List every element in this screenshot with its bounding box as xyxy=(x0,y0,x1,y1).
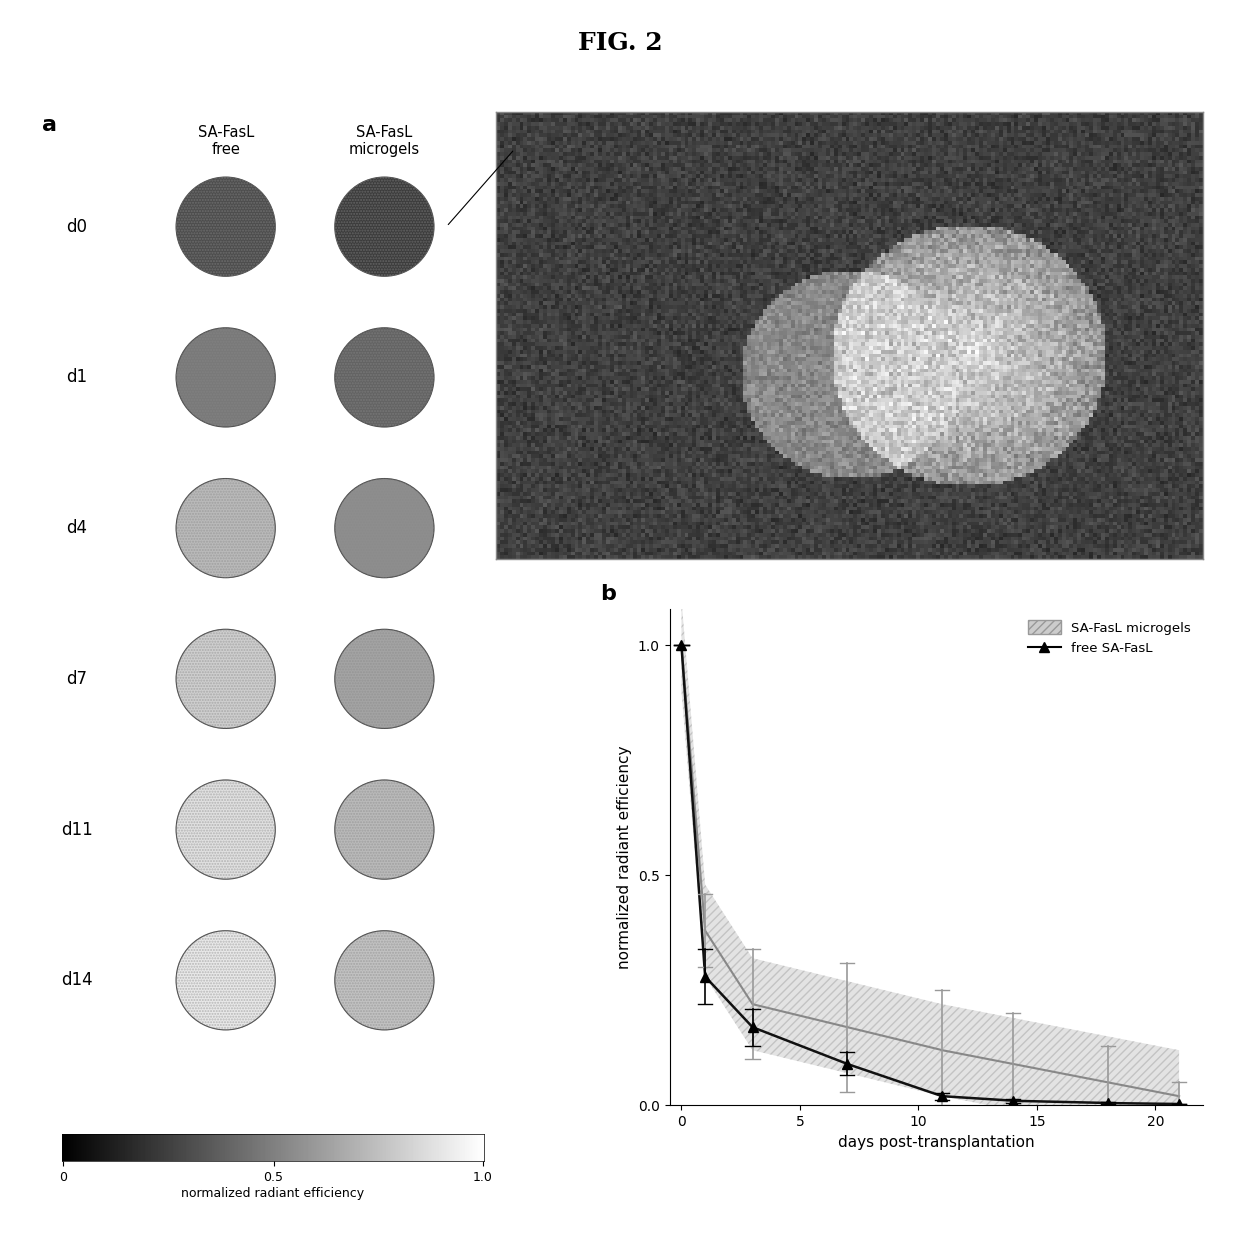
Text: d7: d7 xyxy=(67,669,87,688)
Text: FIG. 2: FIG. 2 xyxy=(578,31,662,55)
Legend: SA-FasL microgels, free SA-FasL: SA-FasL microgels, free SA-FasL xyxy=(1022,615,1197,661)
Ellipse shape xyxy=(176,930,275,1030)
Y-axis label: normalized radiant efficiency: normalized radiant efficiency xyxy=(618,745,632,969)
Ellipse shape xyxy=(335,930,434,1030)
X-axis label: days post-transplantation: days post-transplantation xyxy=(838,1135,1034,1150)
Text: a: a xyxy=(42,114,57,134)
Text: SA-FasL
microgels: SA-FasL microgels xyxy=(348,125,420,158)
Ellipse shape xyxy=(176,780,275,879)
Text: d11: d11 xyxy=(61,821,93,838)
Ellipse shape xyxy=(176,178,275,276)
Text: d4: d4 xyxy=(67,519,87,537)
Text: d14: d14 xyxy=(61,971,93,990)
Ellipse shape xyxy=(176,630,275,729)
Text: b: b xyxy=(600,584,616,604)
Ellipse shape xyxy=(335,178,434,276)
Text: d0: d0 xyxy=(67,217,87,236)
Ellipse shape xyxy=(335,630,434,729)
Ellipse shape xyxy=(335,780,434,879)
Text: d1: d1 xyxy=(66,369,88,386)
Ellipse shape xyxy=(176,328,275,427)
Ellipse shape xyxy=(176,478,275,578)
Ellipse shape xyxy=(335,478,434,578)
X-axis label: normalized radiant efficiency: normalized radiant efficiency xyxy=(181,1187,365,1200)
Text: SA-FasL
free: SA-FasL free xyxy=(197,125,254,158)
Ellipse shape xyxy=(335,328,434,427)
